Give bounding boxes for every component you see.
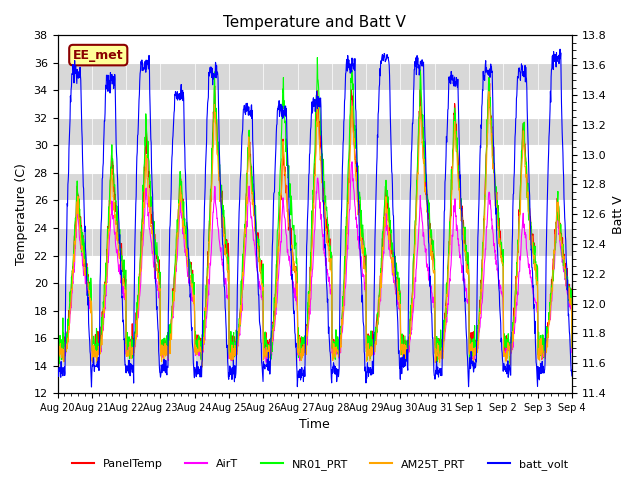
Text: EE_met: EE_met bbox=[73, 48, 124, 61]
X-axis label: Time: Time bbox=[300, 419, 330, 432]
Bar bbox=[58, 63, 572, 90]
Y-axis label: Batt V: Batt V bbox=[612, 195, 625, 234]
Bar bbox=[58, 311, 572, 338]
Bar bbox=[58, 201, 572, 228]
Bar bbox=[58, 366, 572, 393]
Bar bbox=[58, 36, 572, 63]
Bar bbox=[58, 118, 572, 145]
Bar bbox=[58, 90, 572, 118]
Bar bbox=[58, 283, 572, 311]
Title: Temperature and Batt V: Temperature and Batt V bbox=[223, 15, 406, 30]
Bar bbox=[58, 173, 572, 201]
Bar bbox=[58, 145, 572, 173]
Legend: PanelTemp, AirT, NR01_PRT, AM25T_PRT, batt_volt: PanelTemp, AirT, NR01_PRT, AM25T_PRT, ba… bbox=[68, 455, 572, 474]
Bar bbox=[58, 338, 572, 366]
Bar bbox=[58, 255, 572, 283]
Y-axis label: Temperature (C): Temperature (C) bbox=[15, 163, 28, 265]
Bar bbox=[58, 228, 572, 255]
